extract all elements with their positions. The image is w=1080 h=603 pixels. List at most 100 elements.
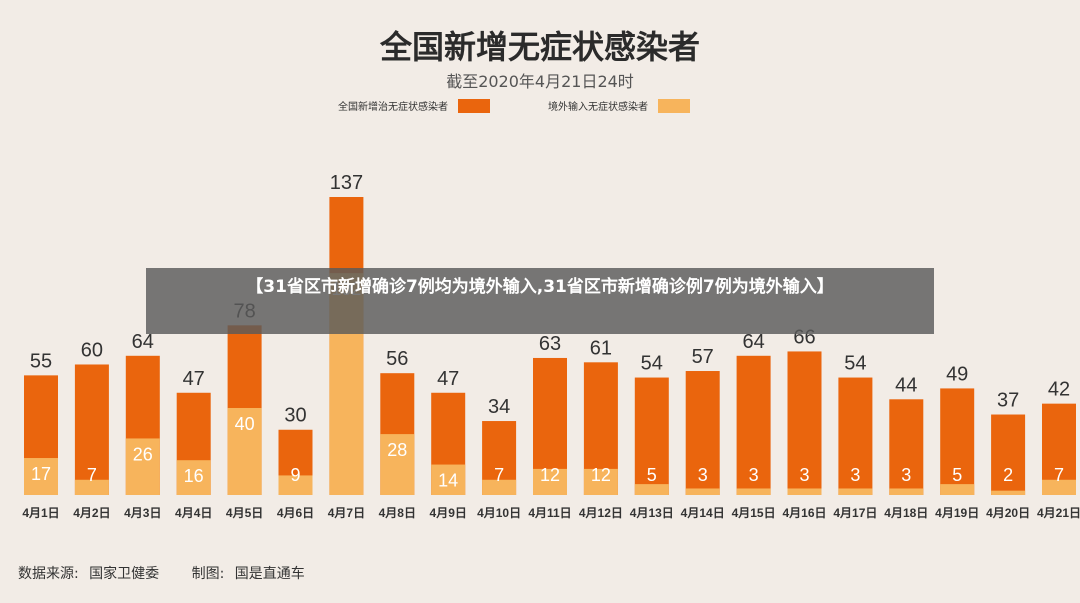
x-tick-label: 4月7日 — [328, 506, 365, 520]
bar-imported — [736, 488, 771, 495]
bar-imported — [176, 460, 211, 495]
maker-label: 制图: — [191, 566, 225, 582]
bar-total — [74, 364, 109, 495]
label-total: 64 — [132, 331, 154, 353]
label-imported: 5 — [647, 465, 657, 485]
label-imported: 14 — [438, 471, 458, 491]
label-imported: 3 — [749, 465, 759, 485]
x-tick-label: 4月20日 — [986, 506, 1030, 520]
label-imported: 28 — [387, 440, 407, 460]
x-tick-label: 4月12日 — [579, 506, 623, 520]
label-total: 57 — [692, 346, 714, 368]
bar-total — [736, 355, 771, 495]
label-total: 56 — [386, 348, 408, 370]
legend-item-imported: 境外输入无症状感染者 — [548, 98, 690, 113]
bar-imported — [74, 479, 109, 495]
bar-imported — [125, 438, 160, 495]
label-total: 49 — [946, 363, 968, 385]
bar-imported — [24, 458, 58, 495]
x-tick-label: 4月21日 — [1037, 506, 1080, 520]
bar-imported — [278, 475, 313, 495]
source-label: 数据来源: — [18, 566, 79, 582]
label-imported: 16 — [184, 466, 204, 486]
label-imported: 17 — [31, 464, 51, 484]
x-tick-label: 4月1日 — [22, 506, 59, 520]
label-total: 55 — [30, 350, 52, 372]
label-imported: 12 — [540, 465, 560, 485]
x-tick-label: 4月4日 — [175, 506, 212, 520]
x-tick-label: 4月2日 — [73, 506, 110, 520]
label-total: 54 — [641, 353, 663, 375]
label-total: 60 — [81, 339, 103, 361]
x-tick-label: 4月10日 — [477, 506, 521, 520]
label-imported: 40 — [235, 414, 255, 434]
bar-imported — [431, 464, 466, 495]
bar-imported — [533, 468, 567, 495]
legend-swatch-total — [458, 98, 490, 113]
legend-item-total: 全国新增治无症状感染者 — [338, 98, 490, 113]
label-total: 63 — [539, 333, 561, 355]
x-tick-label: 4月3日 — [124, 506, 161, 520]
bar-total — [787, 351, 822, 495]
bar-total — [940, 388, 975, 495]
label-total: 61 — [590, 337, 612, 359]
label-imported: 7 — [87, 465, 97, 485]
x-tick-label: 4月19日 — [935, 506, 979, 520]
label-imported: 26 — [133, 444, 153, 464]
bar-imported — [685, 488, 720, 495]
label-imported: 2 — [1003, 465, 1013, 485]
label-total: 64 — [742, 331, 764, 353]
x-tick-label: 4月6日 — [277, 506, 314, 520]
x-tick-label: 4月14日 — [681, 506, 725, 520]
bar-imported — [1042, 479, 1076, 495]
bar-total — [685, 371, 720, 495]
x-tick-label: 4月17日 — [833, 506, 877, 520]
chart-title: 全国新增无症状感染者 — [379, 28, 700, 66]
label-imported: 3 — [698, 465, 708, 485]
label-total: 54 — [844, 353, 866, 375]
label-total: 30 — [284, 405, 306, 427]
label-total: 42 — [1048, 379, 1070, 401]
bar-imported — [634, 484, 669, 495]
label-total: 47 — [183, 368, 205, 390]
x-tick-label: 4月18日 — [884, 506, 928, 520]
bar-total — [889, 399, 924, 495]
bar-imported — [380, 434, 415, 495]
bar-imported — [583, 468, 618, 495]
label-total: 44 — [895, 374, 917, 396]
x-tick-label: 4月8日 — [379, 506, 416, 520]
legend-swatch-imported — [658, 98, 690, 113]
x-tick-label: 4月13日 — [630, 506, 674, 520]
bar-imported — [227, 407, 262, 495]
bar-imported — [991, 490, 1026, 495]
bar-imported — [940, 484, 975, 495]
bar-total — [634, 377, 669, 495]
bar-imported — [787, 488, 822, 495]
chart-subtitle: 截至2020年4月21日24时 — [446, 72, 634, 91]
bar-imported — [889, 488, 924, 495]
bar-imported — [482, 479, 517, 495]
x-tick-label: 4月15日 — [732, 506, 776, 520]
label-total: 137 — [330, 172, 363, 194]
x-tick-label: 4月16日 — [782, 506, 826, 520]
label-imported: 5 — [952, 465, 962, 485]
chart-legend: 全国新增治无症状感染者 境外输入无症状感染者 — [0, 98, 1080, 118]
label-imported: 3 — [901, 465, 911, 485]
x-tick-label: 4月5日 — [226, 506, 263, 520]
label-total: 47 — [437, 368, 459, 390]
chart-footer: 数据来源: 国家卫健委 制图: 国是直通车 — [18, 563, 311, 583]
x-tick-label: 4月9日 — [430, 506, 467, 520]
bar-total — [838, 377, 873, 495]
label-imported: 3 — [850, 465, 860, 485]
label-imported: 9 — [290, 465, 300, 485]
x-tick-label: 4月11日 — [528, 506, 571, 520]
bar-imported — [838, 488, 873, 495]
legend-label-total: 全国新增治无症状感染者 — [338, 102, 448, 113]
label-imported: 7 — [494, 465, 504, 485]
maker-value: 国是直通车 — [234, 566, 305, 582]
label-imported: 3 — [799, 465, 809, 485]
source-value: 国家卫健委 — [89, 566, 160, 582]
label-imported: 12 — [591, 465, 611, 485]
headline-banner[interactable]: 【31省区市新增确诊7例均为境外输入,31省区市新增确诊例7例为境外输入】 — [146, 268, 934, 334]
label-total: 34 — [488, 396, 510, 418]
